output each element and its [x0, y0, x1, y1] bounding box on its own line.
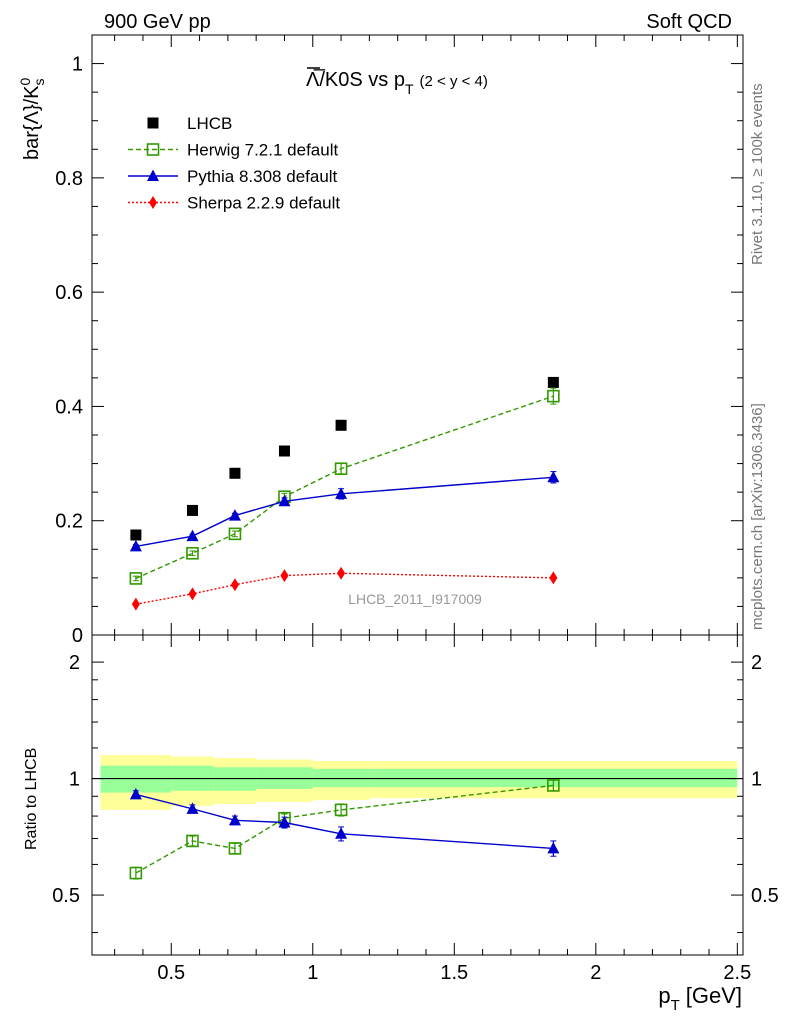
ratio-series-layer	[129, 779, 560, 880]
ratio-data-point	[186, 802, 199, 814]
ratio-uncertainty-bands	[92, 755, 743, 810]
legend-label: LHCB	[187, 114, 232, 133]
main-axis-ticks: 0 0.2 0.4 0.6 0.8 1	[55, 35, 743, 647]
data-point	[337, 566, 346, 580]
x-axis-label: pT [GeV]	[658, 983, 742, 1014]
ratio-series-line	[135, 793, 554, 850]
legend-marker	[147, 169, 159, 181]
data-point	[129, 539, 142, 552]
legend: LHCB Herwig 7.2.1 default Pythia 8.308 def…	[128, 114, 340, 213]
legend-marker	[147, 117, 159, 129]
ratio-y-tick-label-right: 0.5	[751, 885, 779, 907]
series-2	[129, 470, 560, 552]
y-tick-label: 0.2	[55, 511, 83, 533]
x-tick-label: 1.5	[440, 962, 468, 984]
data-point	[335, 419, 347, 431]
ratio-y-tick-label-right: 2	[751, 652, 762, 674]
x-tick-label: 2.5	[723, 962, 751, 984]
y-tick-label: 0.6	[55, 282, 83, 304]
ratio-y-tick-label-left: 2	[69, 652, 80, 674]
ratio-plot-frame	[91, 634, 744, 956]
ratio-y-tick-label-right: 1	[751, 769, 762, 791]
legend-marker	[146, 143, 160, 156]
main-y-label-sup: 0	[17, 77, 33, 85]
data-point	[278, 445, 290, 457]
data-point	[547, 389, 560, 403]
data-point	[280, 569, 289, 583]
data-point	[278, 494, 291, 507]
main-series-layer	[129, 376, 560, 611]
x-axis-label-unit: [GeV]	[686, 983, 742, 1008]
x-axis-label-text: p	[658, 983, 670, 1008]
ratio-data-point	[228, 813, 241, 826]
mcplots-label: mcplots.cern.ch [arXiv:1306.3436]	[749, 403, 766, 630]
series-3	[131, 566, 558, 611]
main-title-sub: T	[405, 81, 414, 97]
data-point	[335, 487, 348, 499]
data-point	[186, 529, 199, 542]
data-point	[228, 509, 241, 521]
series-0	[130, 376, 559, 541]
data-point	[129, 572, 143, 585]
legend-label: Sherpa 2.2.9 default	[187, 194, 340, 213]
main-title: Λ̅/K0S vs pT (2 < y < 4)	[306, 68, 488, 97]
ratio-data-point	[547, 779, 560, 792]
data-point	[547, 470, 560, 483]
ratio-axis-ticks: 0.5 0.5 1 1 2 2 0.5 1 1.5 2 2.5	[52, 635, 779, 984]
ratio-data-point	[129, 787, 142, 800]
data-point	[228, 527, 242, 541]
series-line	[135, 572, 554, 605]
main-y-label-sub: s	[31, 78, 47, 85]
y-tick-label: 1	[72, 54, 83, 76]
data-point	[186, 504, 198, 516]
series-1	[129, 387, 560, 585]
data-point	[230, 578, 239, 592]
data-point	[188, 587, 197, 601]
main-plot: 0 0.2 0.4 0.6 0.8 1 Λ̅/K0S vs pT (2 < y < 4) b…	[17, 34, 744, 647]
y-tick-label: 0.4	[55, 396, 83, 418]
y-tick-label: 0	[72, 625, 83, 647]
data-point	[549, 571, 558, 585]
series-line	[135, 395, 554, 580]
data-point	[186, 546, 199, 560]
ratio-series-1	[129, 787, 560, 857]
ratio-plot: 0.5 0.5 1 1 2 2 0.5 1 1.5 2 2.5 Ratio to LHCB pT [G…	[23, 634, 779, 1014]
data-point	[131, 597, 140, 611]
ratio-data-point	[228, 842, 242, 855]
ratio-data-point	[186, 834, 199, 848]
ratio-data-point	[278, 816, 291, 828]
x-tick-label: 1	[307, 962, 318, 984]
main-y-label-text: bar{Λ}/K	[21, 85, 43, 160]
ratio-data-point	[334, 803, 348, 817]
main-title-text: Λ̅/K0S vs p	[306, 68, 405, 91]
ratio-data-point	[547, 841, 560, 854]
legend-label: Herwig 7.2.1 default	[187, 141, 338, 160]
legend-marker	[149, 196, 157, 209]
data-point	[334, 462, 348, 476]
data-point	[130, 529, 142, 541]
x-tick-label: 2	[590, 962, 601, 984]
series-line	[135, 476, 554, 548]
ratio-y-label: Ratio to LHCB	[23, 748, 40, 850]
rivet-label: Rivet 3.1.10, ≥ 100k events	[749, 83, 766, 265]
ratio-data-point	[335, 827, 348, 839]
main-title-range: (2 < y < 4)	[420, 73, 488, 90]
legend-label: Pythia 8.308 default	[187, 167, 338, 186]
x-axis-label-sub: T	[671, 997, 680, 1014]
ratio-series-line	[135, 784, 554, 874]
x-tick-label: 0.5	[157, 962, 185, 984]
header-right: Soft QCD	[646, 11, 732, 33]
ratio-y-tick-label-left: 1	[69, 769, 80, 791]
data-point	[229, 467, 241, 479]
data-point	[547, 376, 559, 388]
analysis-watermark: LHCB_2011_I917009	[348, 591, 482, 607]
ratio-y-tick-label-left: 0.5	[52, 885, 80, 907]
header-left: 900 GeV pp	[104, 11, 211, 33]
y-tick-label: 0.8	[55, 168, 83, 190]
ratio-data-point	[129, 866, 143, 880]
main-y-label: bar{Λ}/Ks0	[17, 77, 47, 160]
